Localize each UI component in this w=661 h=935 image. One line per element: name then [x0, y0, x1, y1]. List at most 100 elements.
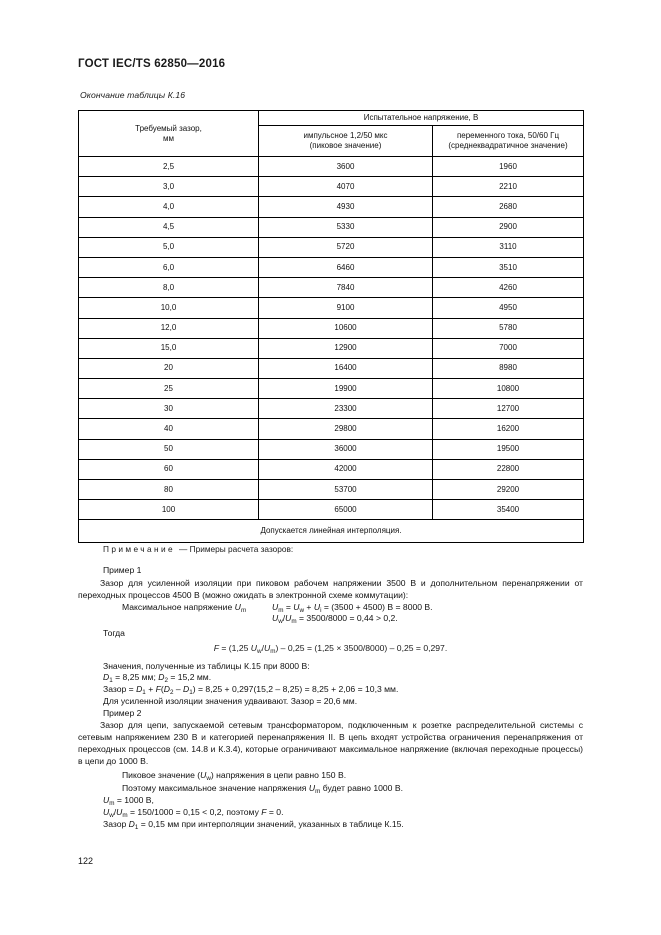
cell-ac: 2210 [432, 176, 584, 198]
page-number: 122 [78, 856, 94, 866]
table-body: 2,5 3600 1960 3,0 4070 2210 4,0 4930 2680 4,5 5330… [78, 155, 584, 521]
table-row: 100 65000 35400 [78, 499, 584, 521]
cell-impulse: 23300 [258, 398, 433, 420]
table-header-row-2: импульсное 1,2/50 мкс (пиковое значение)… [79, 125, 584, 157]
cell-impulse: 36000 [258, 438, 433, 460]
cell-impulse: 65000 [258, 499, 433, 521]
table-row: 10,0 9100 4950 [78, 297, 584, 319]
cell-clearance: 8,0 [78, 277, 259, 299]
example1-togda: Тогда [103, 628, 125, 638]
example1-heading: Пример 1 [103, 565, 142, 575]
table-row: 50 36000 19500 [78, 438, 584, 460]
table-row: 5,0 5720 3110 [78, 236, 584, 258]
header-clearance: Требуемый зазор, мм [78, 110, 259, 157]
cell-clearance: 3,0 [78, 176, 259, 198]
header-ac-line1: переменного тока, 50/60 Гц [456, 131, 560, 140]
table-row: 4,0 4930 2680 [78, 196, 584, 218]
example2-line-5: Зазор D1 = 0,15 мм при интерполяции знач… [103, 819, 404, 831]
header-impulse-line2: (пиковое значение) [309, 141, 382, 150]
example1-equation-2: Uw/Um = 3500/8000 = 0,44 > 0,2. [272, 613, 398, 625]
cell-clearance: 100 [78, 499, 259, 521]
example1-um-label: Максимальное напряжение Um [122, 602, 246, 615]
table-row: 2,5 3600 1960 [78, 155, 584, 178]
standard-title: ГОСТ IEC/TS 62850—2016 [78, 58, 226, 70]
table-head: Требуемый зазор, мм Испытательное напряж… [78, 110, 584, 157]
cell-clearance: 30 [78, 398, 259, 420]
table-foot: Допускается линейная интерполяция. [78, 519, 584, 544]
example2-line-3: Um = 1000 В, [103, 795, 154, 807]
table-row: 4,5 5330 2900 [78, 216, 584, 238]
cell-impulse: 9100 [258, 297, 433, 319]
cell-clearance: 20 [78, 357, 259, 380]
cell-clearance: 10,0 [78, 297, 259, 319]
example1-paragraph-4: Зазор = D1 + F(D2 – D1) = 8,25 + 0,297(1… [103, 684, 399, 696]
header-ac: переменного тока, 50/60 Гц (среднеквадра… [432, 125, 584, 157]
table-row: 12,0 10600 5780 [78, 317, 584, 339]
cell-impulse: 53700 [258, 478, 433, 501]
example2-heading: Пример 2 [103, 708, 142, 718]
cell-ac: 35400 [432, 499, 584, 521]
example2-paragraph-1: Зазор для цепи, запускаемой сетевым тран… [78, 720, 583, 766]
table-footnote: Допускается линейная интерполяция. [78, 519, 584, 544]
cell-ac: 3110 [432, 236, 584, 258]
table-caption: Окончание таблицы К.16 [80, 90, 186, 100]
cell-ac: 29200 [432, 478, 584, 501]
cell-ac: 3510 [432, 256, 584, 279]
table-header-row-1: Требуемый зазор, мм Испытательное напряж… [78, 110, 584, 157]
cell-ac: 1960 [432, 155, 584, 178]
cell-ac: 10800 [432, 378, 584, 400]
table-row: 15,0 12900 7000 [78, 337, 584, 359]
cell-clearance: 5,0 [78, 236, 259, 258]
example1-paragraph-2: Значения, полученные из таблицы К.15 при… [103, 661, 310, 671]
table-row: 3,0 4070 2210 [78, 176, 584, 198]
example1-paragraph-3: D1 = 8,25 мм; D2 = 15,2 мм. [103, 672, 212, 684]
example2-line-4: Uw/Um = 150/1000 = 0,15 < 0,2, поэтому F… [103, 807, 284, 819]
cell-clearance: 2,5 [78, 155, 259, 178]
cell-ac: 5780 [432, 317, 584, 339]
example1-um-label-text: Максимальное напряжение [122, 602, 233, 612]
cell-impulse: 3600 [258, 155, 433, 178]
cell-ac: 4950 [432, 297, 584, 319]
symbol-U-m: Um [234, 602, 247, 614]
example2-line-1: Пиковое значение (Uw) напряжения в цепи … [122, 770, 347, 782]
cell-impulse: 6460 [258, 256, 433, 279]
header-impulse: импульсное 1,2/50 мкс (пиковое значение) [258, 125, 433, 157]
cell-clearance: 12,0 [78, 317, 259, 339]
cell-ac: 2900 [432, 216, 584, 238]
cell-clearance: 4,0 [78, 196, 259, 218]
cell-ac: 19500 [432, 438, 584, 460]
table-row: 8,0 7840 4260 [78, 277, 584, 299]
cell-clearance: 40 [78, 418, 259, 440]
note-block: Примечание — Примеры расчета зазоров: [103, 544, 293, 554]
note-text: — Примеры расчета зазоров: [179, 544, 294, 554]
note-label: Примечание [103, 544, 176, 554]
cell-impulse: 5720 [258, 236, 433, 258]
cell-ac: 8980 [432, 357, 584, 380]
cell-clearance: 60 [78, 458, 259, 481]
cell-ac: 2680 [432, 196, 584, 218]
cell-clearance: 25 [78, 378, 259, 400]
example1-paragraph-5: Для усиленной изоляции значения удваиваю… [103, 696, 358, 706]
cell-clearance: 4,5 [78, 216, 259, 238]
clearance-table-wrapper: Требуемый зазор, мм Испытательное напряж… [78, 110, 584, 544]
table-row: 30 23300 12700 [78, 398, 584, 420]
header-clearance-line1: Требуемый зазор, [135, 123, 202, 133]
cell-clearance: 80 [78, 478, 259, 501]
cell-impulse: 12900 [258, 337, 433, 359]
cell-ac: 12700 [432, 398, 584, 420]
cell-ac: 16200 [432, 418, 584, 440]
cell-ac: 7000 [432, 337, 584, 359]
cell-clearance: 6,0 [78, 256, 259, 279]
cell-impulse: 4930 [258, 196, 433, 218]
table-row: 20 16400 8980 [78, 357, 584, 380]
table-row: 6,0 6460 3510 [78, 256, 584, 279]
cell-impulse: 42000 [258, 458, 433, 481]
table-row: 25 19900 10800 [78, 378, 584, 400]
cell-impulse: 19900 [258, 378, 433, 400]
table-row: 80 53700 29200 [78, 478, 584, 501]
header-test-voltage-group: Испытательное напряжение, В [258, 110, 584, 126]
header-clearance-line2: мм [163, 133, 174, 143]
table-row: 60 42000 22800 [78, 458, 584, 481]
cell-impulse: 7840 [258, 277, 433, 299]
